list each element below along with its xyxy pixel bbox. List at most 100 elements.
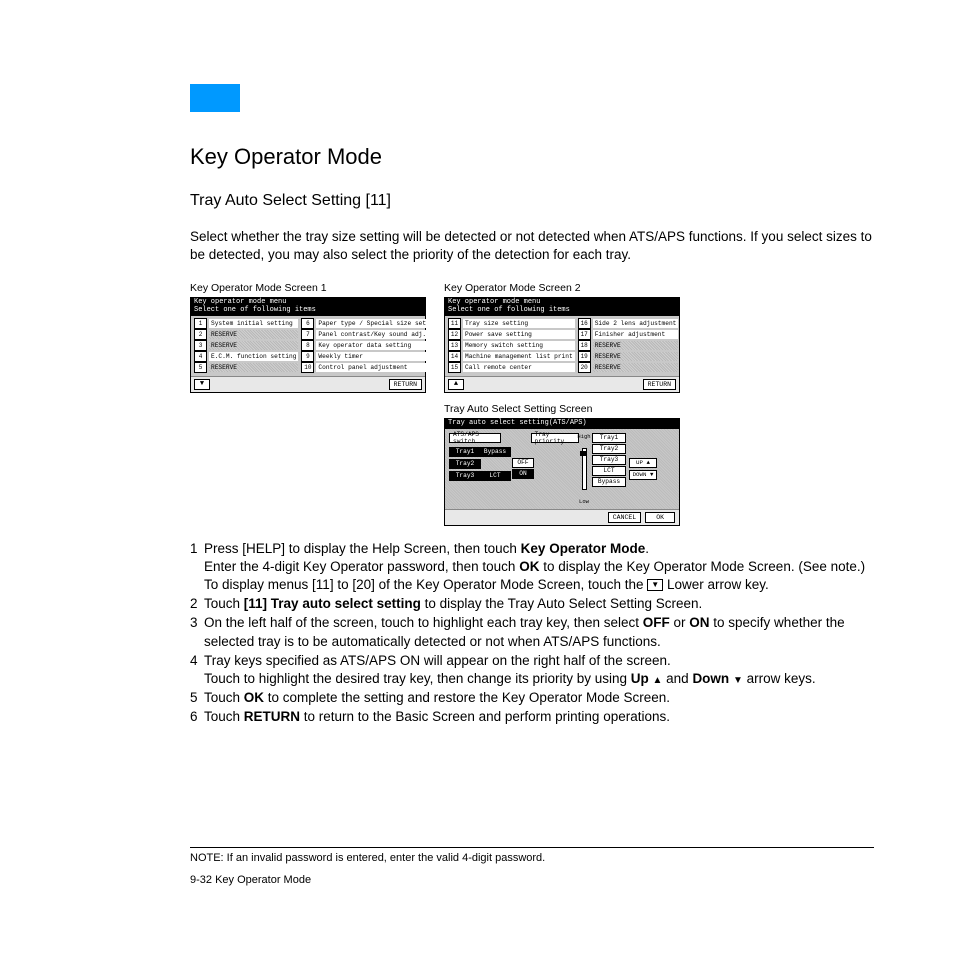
step-text: Press [HELP] to display the Help Screen,…: [204, 540, 874, 595]
menu-item[interactable]: 4E.C.M. function setting: [194, 352, 298, 362]
tray-key-lct[interactable]: LCT: [479, 471, 511, 481]
menu-item[interactable]: 10Control panel adjustment: [301, 363, 428, 373]
document-page: Key Operator Mode Tray Auto Select Setti…: [0, 0, 954, 946]
screen1-return-button[interactable]: RETURN: [389, 379, 422, 390]
menu-number: 2: [194, 329, 207, 340]
screen3: Tray auto select setting(ATS/APS) ATS/AP…: [444, 418, 680, 526]
menu-item[interactable]: 16Side 2 lens adjustment: [578, 319, 679, 329]
screen2: Key operator mode menu Select one of fol…: [444, 297, 680, 392]
screen1-down-arrow[interactable]: ▼: [194, 379, 210, 390]
menu-item[interactable]: 2RESERVE: [194, 330, 298, 340]
screen3-header: Tray auto select setting(ATS/APS): [445, 419, 679, 429]
tray-priority-label: Tray priority: [531, 433, 579, 443]
priority-item[interactable]: Tray2: [592, 444, 626, 454]
menu-label: Key operator data setting: [316, 341, 428, 350]
screen2-return-button[interactable]: RETURN: [643, 379, 676, 390]
menu-item[interactable]: 6Paper type / Special size set: [301, 319, 428, 329]
menu-label: RESERVE: [593, 363, 679, 372]
ats-aps-switch-label: ATS/APS switch: [449, 433, 501, 443]
menu-item[interactable]: 1System initial setting: [194, 319, 298, 329]
menu-item[interactable]: 3RESERVE: [194, 341, 298, 351]
menu-item[interactable]: 7Panel contrast/Key sound adj.: [301, 330, 428, 340]
screen1-caption: Key Operator Mode Screen 1: [190, 282, 426, 294]
footer-divider: [190, 847, 874, 848]
menu-item[interactable]: 13Memory switch setting: [448, 341, 575, 351]
menu-item[interactable]: 8Key operator data setting: [301, 341, 428, 351]
step-number: 4: [190, 652, 204, 688]
menu-number: 3: [194, 340, 207, 351]
screen1-header-line2: Select one of following items: [194, 307, 422, 315]
priority-slider: High Low: [579, 433, 589, 505]
instruction-step: 4Tray keys specified as ATS/APS ON will …: [190, 652, 874, 688]
menu-item[interactable]: 18RESERVE: [578, 341, 679, 351]
menu-label: Tray size setting: [463, 319, 575, 328]
menu-item[interactable]: 14Machine management list print: [448, 352, 575, 362]
menu-label: RESERVE: [209, 363, 298, 372]
menu-label: Side 2 lens adjustment: [593, 319, 679, 328]
step-number: 5: [190, 689, 204, 707]
tray-key-tray3[interactable]: Tray3: [449, 471, 481, 481]
menu-item[interactable]: 12Power save setting: [448, 330, 575, 340]
tray-key-tray1[interactable]: Tray1: [449, 447, 481, 457]
intro-paragraph: Select whether the tray size setting wil…: [190, 228, 874, 264]
section-tab: [190, 84, 240, 112]
menu-number: 14: [448, 351, 461, 362]
up-button[interactable]: UP ▲: [629, 458, 657, 468]
on-button[interactable]: ON: [512, 469, 534, 479]
screen2-caption: Key Operator Mode Screen 2: [444, 282, 680, 294]
instruction-step: 2Touch [11] Tray auto select setting to …: [190, 595, 874, 613]
tray-key-tray2[interactable]: Tray2: [449, 459, 481, 469]
tray-keys: Tray1BypassTray2Tray3LCT: [449, 447, 507, 481]
priority-item[interactable]: LCT: [592, 466, 626, 476]
menu-item[interactable]: 11Tray size setting: [448, 319, 575, 329]
step-number: 1: [190, 540, 204, 595]
menu-label: Finisher adjustment: [593, 330, 679, 339]
priority-item[interactable]: Tray3: [592, 455, 626, 465]
screen2-up-arrow[interactable]: ▲: [448, 379, 464, 390]
menu-number: 19: [578, 351, 591, 362]
ok-button[interactable]: OK: [645, 512, 675, 523]
menu-item[interactable]: 5RESERVE: [194, 363, 298, 373]
screen1: Key operator mode menu Select one of fol…: [190, 297, 426, 392]
menu-label: Call remote center: [463, 363, 575, 372]
menu-item[interactable]: 17Finisher adjustment: [578, 330, 679, 340]
screen2-header: Key operator mode menu Select one of fol…: [445, 298, 679, 315]
instruction-step: 1Press [HELP] to display the Help Screen…: [190, 540, 874, 595]
step-text: Touch RETURN to return to the Basic Scre…: [204, 708, 874, 726]
triangle-down-icon: [733, 671, 743, 686]
menu-label: Machine management list print: [463, 352, 575, 361]
screen2-menu: 11Tray size setting16Side 2 lens adjustm…: [448, 319, 676, 373]
menu-number: 8: [301, 340, 314, 351]
section-title: Tray Auto Select Setting [11]: [190, 192, 874, 210]
tray-key-bypass[interactable]: Bypass: [479, 447, 511, 457]
instructions-list: 1Press [HELP] to display the Help Screen…: [190, 540, 874, 727]
triangle-up-icon: [653, 671, 663, 686]
menu-item[interactable]: 15Call remote center: [448, 363, 575, 373]
menu-number: 4: [194, 351, 207, 362]
menu-item[interactable]: 20RESERVE: [578, 363, 679, 373]
step-number: 2: [190, 595, 204, 613]
menu-label: RESERVE: [593, 341, 679, 350]
screen2-header-line2: Select one of following items: [448, 307, 676, 315]
down-arrow-icon: ▼: [647, 579, 663, 591]
menu-number: 11: [448, 318, 461, 329]
menu-item[interactable]: 9Weekly timer: [301, 352, 428, 362]
menu-label: Control panel adjustment: [316, 363, 428, 372]
cancel-button[interactable]: CANCEL: [608, 512, 641, 523]
menu-label: System initial setting: [209, 319, 298, 328]
menu-item[interactable]: 19RESERVE: [578, 352, 679, 362]
off-button[interactable]: OFF: [512, 458, 534, 468]
menu-number: 15: [448, 362, 461, 373]
priority-item[interactable]: Tray1: [592, 433, 626, 443]
menu-label: RESERVE: [209, 341, 298, 350]
down-button[interactable]: DOWN ▼: [629, 470, 657, 480]
menu-number: 16: [578, 318, 591, 329]
priority-item[interactable]: Bypass: [592, 477, 626, 487]
menu-label: Memory switch setting: [463, 341, 575, 350]
low-label: Low: [579, 498, 589, 505]
menu-label: RESERVE: [209, 330, 298, 339]
step-text: Touch [11] Tray auto select setting to d…: [204, 595, 874, 613]
menu-number: 7: [301, 329, 314, 340]
step-text: On the left half of the screen, touch to…: [204, 614, 874, 650]
menu-number: 1: [194, 318, 207, 329]
